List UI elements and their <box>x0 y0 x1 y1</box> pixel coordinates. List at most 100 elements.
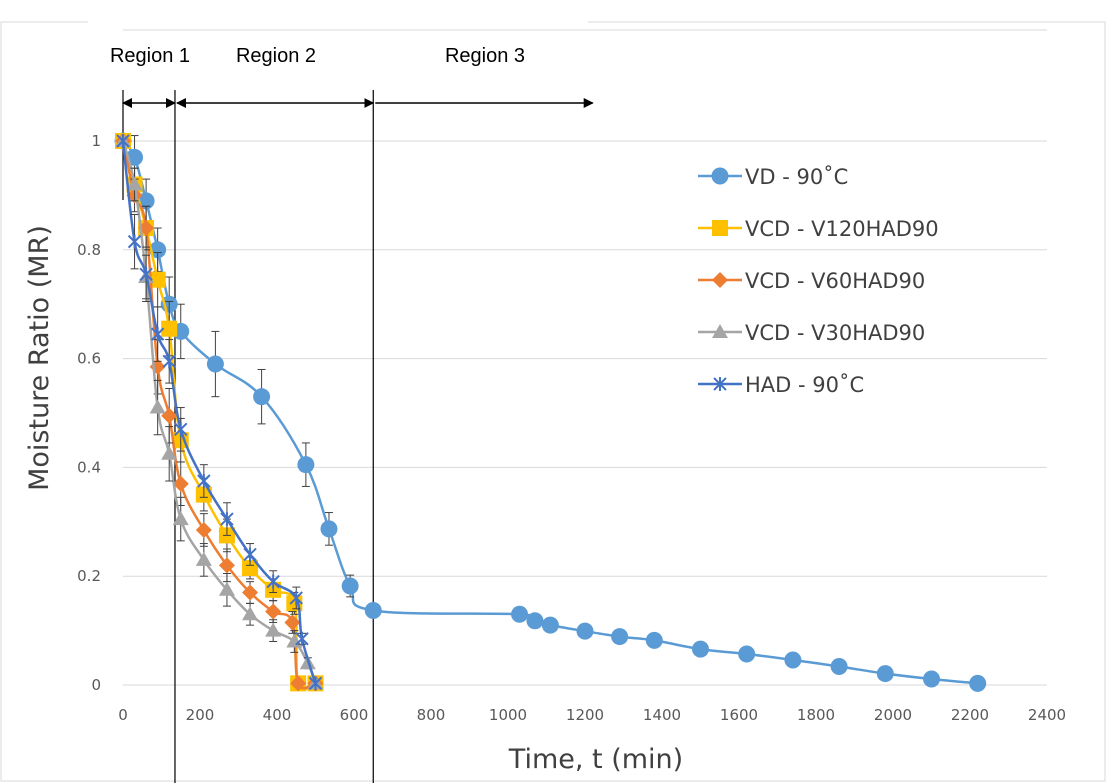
series-layer <box>114 132 987 692</box>
data-point <box>645 631 663 649</box>
data-point <box>137 192 155 210</box>
data-point <box>784 651 802 669</box>
legend-entry: VCD - V120HAD90 <box>698 217 939 241</box>
data-point <box>253 388 271 406</box>
legend-marker <box>712 324 728 338</box>
data-point <box>162 354 176 369</box>
x-tick-label: 400 <box>263 706 292 724</box>
data-point <box>511 605 529 623</box>
legend-marker <box>713 377 727 391</box>
data-point <box>830 658 848 676</box>
data-point <box>242 584 259 601</box>
data-point <box>242 606 259 621</box>
data-point <box>266 574 280 589</box>
data-point <box>126 176 143 191</box>
x-tick-label: 1600 <box>720 706 758 724</box>
x-tick-label: 0 <box>118 706 128 724</box>
data-point <box>220 512 234 527</box>
data-point <box>738 645 756 663</box>
data-point <box>969 674 987 692</box>
data-point <box>218 557 235 574</box>
region-label: Region 3 <box>445 45 525 67</box>
tick-labels: 0 0.2 0.4 0.6 0.8 1 0 200 400 600 800 1000 1200 1400 1… <box>77 132 1066 724</box>
data-point <box>320 520 338 538</box>
region-markers: Region 1 Region 2 Region 3 <box>110 45 594 783</box>
legend-entry: HAD - 90˚C <box>698 373 864 397</box>
data-point <box>295 631 309 646</box>
y-tick-label: 0.4 <box>77 458 101 476</box>
data-point <box>197 474 211 488</box>
data-point <box>297 456 315 474</box>
legend-marker <box>711 167 729 185</box>
data-point <box>150 327 165 342</box>
data-point <box>242 560 259 577</box>
x-tick-label: 2400 <box>1028 706 1066 724</box>
x-tick-label: 2000 <box>874 706 912 724</box>
legend-marker <box>712 272 728 288</box>
data-point <box>265 622 282 637</box>
data-point <box>149 399 166 414</box>
data-point <box>149 241 167 259</box>
data-point <box>206 355 224 373</box>
data-point <box>161 320 178 337</box>
region-label: Region 2 <box>236 45 316 67</box>
legend-label: VD - 90˚C <box>745 165 848 189</box>
data-point <box>364 601 382 619</box>
x-tick-label: 600 <box>340 706 369 724</box>
series-4 <box>116 134 323 691</box>
x-tick-label: 1800 <box>797 706 835 724</box>
region-label: Region 1 <box>110 45 190 67</box>
x-tick-label: 1200 <box>566 706 604 724</box>
y-tick-label: 0 <box>91 676 101 694</box>
frame-gap <box>88 12 588 34</box>
data-point <box>139 267 153 282</box>
data-point <box>284 614 301 631</box>
data-point <box>576 622 594 640</box>
y-axis-title: Moisture Ratio (MR) <box>24 225 55 491</box>
data-point <box>243 547 257 562</box>
data-point <box>923 670 940 688</box>
y-tick-label: 0.2 <box>77 567 101 585</box>
data-point <box>127 234 142 249</box>
x-tick-label: 2200 <box>951 706 989 724</box>
data-point <box>195 551 212 566</box>
x-tick-label: 1400 <box>643 706 681 724</box>
x-tick-label: 200 <box>186 706 215 724</box>
legend-label: VCD - V60HAD90 <box>745 269 925 293</box>
data-point <box>195 521 212 538</box>
legend-marker <box>712 220 728 236</box>
legend: VD - 90˚C VCD - V120HAD90 VCD - V60HAD90 VC… <box>698 165 939 397</box>
data-point <box>149 271 166 288</box>
legend-label: VCD - V120HAD90 <box>745 217 939 241</box>
data-point <box>692 640 709 658</box>
data-point <box>172 475 189 492</box>
legend-entry: VCD - V30HAD90 <box>698 321 925 345</box>
y-tick-label: 0.8 <box>77 241 101 259</box>
legend-entry: VD - 90˚C <box>698 165 848 189</box>
data-point <box>161 445 178 460</box>
data-point <box>174 422 188 437</box>
y-tick-label: 0.6 <box>77 350 101 368</box>
x-axis-title: Time, t (min) <box>508 744 683 775</box>
data-point <box>611 628 629 646</box>
data-point <box>290 675 307 692</box>
data-point <box>541 616 559 634</box>
data-point <box>172 511 189 526</box>
legend-entry: VCD - V60HAD90 <box>698 269 925 293</box>
data-point <box>218 581 235 596</box>
data-point <box>116 134 130 148</box>
data-point <box>289 590 303 605</box>
data-point <box>341 577 359 595</box>
legend-label: HAD - 90˚C <box>745 373 864 397</box>
x-tick-label: 800 <box>417 706 446 724</box>
y-tick-label: 1 <box>91 132 101 150</box>
data-point <box>265 603 282 620</box>
legend-label: VCD - V30HAD90 <box>745 321 925 345</box>
x-tick-label: 1000 <box>489 706 527 724</box>
data-point <box>876 665 894 683</box>
data-point <box>161 407 178 424</box>
gridlines <box>123 29 1047 686</box>
data-point <box>308 676 323 691</box>
data-point <box>526 612 544 630</box>
